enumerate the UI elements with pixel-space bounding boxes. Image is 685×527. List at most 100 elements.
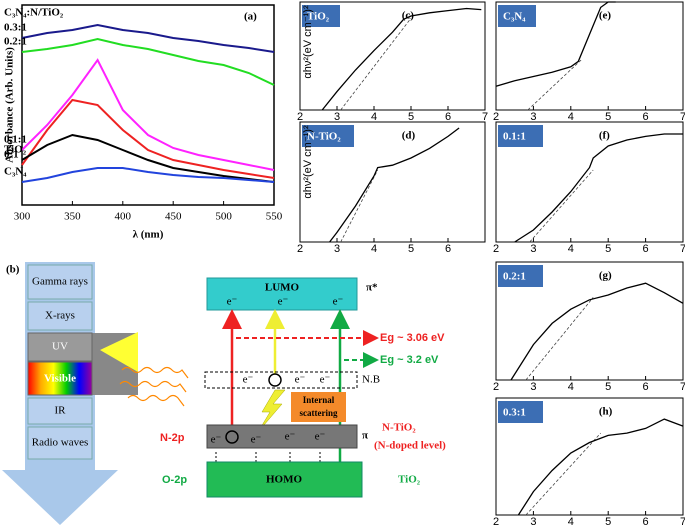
electron: e⁻	[315, 431, 326, 443]
fit-line	[340, 169, 379, 243]
x-tick-label: 6	[445, 111, 451, 123]
scattering-label: Internal scattering	[299, 395, 338, 418]
pi-label: π	[362, 430, 368, 442]
lightning	[257, 389, 286, 433]
x-tick-label: 7	[680, 243, 685, 255]
x-tick-label: 7	[482, 111, 488, 123]
electron: e⁻	[251, 434, 262, 446]
sample-title: C₃N₄	[503, 11, 526, 23]
dotted-transitions	[215, 450, 321, 462]
nb-band	[204, 371, 358, 389]
x-tick-label: 450	[165, 211, 182, 223]
o2p-label: O-2p	[162, 474, 187, 486]
gap-label: Eg ~ 3.06 eV	[380, 332, 445, 344]
sample-title: TiO₂	[307, 11, 330, 23]
fit-line	[525, 432, 601, 516]
plot-frame	[299, 1, 486, 111]
x-tick-label: 6	[643, 516, 649, 527]
band-label: UV	[52, 341, 68, 353]
x-tick-label: 5	[605, 381, 611, 393]
x-tick-label: 500	[215, 211, 232, 223]
x-tick-label: 4	[371, 111, 377, 123]
n2p-label: N-2p	[160, 432, 185, 444]
n-level-label: (N-doped level)	[374, 440, 446, 452]
homo-band	[206, 461, 363, 498]
electron: e⁻	[243, 374, 254, 386]
band-box	[27, 397, 93, 425]
series-label: 0.1:1	[4, 134, 27, 146]
band-box	[27, 301, 93, 331]
panel-label: (c)	[402, 10, 415, 22]
x-tick-label: 4	[371, 243, 377, 255]
panel-label: (e)	[599, 10, 612, 22]
legend-title: C₃N₄:N/TiO₂	[4, 7, 64, 19]
electron: e⁻	[333, 296, 344, 308]
panel-label: (g)	[599, 270, 612, 282]
panel-label: (a)	[244, 11, 257, 23]
y-axis-label: αhν²(eV cm⁻¹)²	[302, 5, 314, 79]
band-box	[27, 264, 93, 300]
fit-line	[527, 58, 583, 111]
hole	[268, 373, 282, 387]
sample-badge	[498, 401, 543, 423]
plot-frame	[495, 121, 684, 243]
x-tick-label: 6	[643, 111, 649, 123]
series-line	[21, 167, 275, 183]
sample-title: 0.3:1	[503, 407, 526, 419]
tio2-label: TiO₂	[398, 474, 421, 486]
x-tick-label: 5	[605, 243, 611, 255]
series-line	[21, 37, 275, 86]
series-line	[21, 58, 275, 171]
series-line	[21, 133, 275, 183]
x-tick-label: 3	[530, 243, 536, 255]
band-label: Visible	[44, 373, 76, 385]
tauc-line	[517, 418, 684, 516]
hole	[225, 430, 239, 444]
x-tick-label: 3	[334, 243, 340, 255]
panel-label: (d)	[402, 130, 416, 142]
x-tick-label: 6	[643, 381, 649, 393]
pi-star: π*	[366, 282, 378, 294]
x-tick-label: 6	[643, 243, 649, 255]
series-label: TiO₂	[4, 144, 27, 156]
scattering-wrap: Internal scattering	[299, 395, 338, 418]
series-label: 0.3:1	[4, 22, 27, 34]
series-label: 0.2:1	[4, 36, 27, 48]
electron: e⁻	[278, 296, 289, 308]
x-tick-label: 7	[680, 516, 685, 527]
x-tick-label: 2	[493, 381, 499, 393]
x-tick-label: 400	[115, 211, 132, 223]
x-tick-label: 7	[680, 381, 685, 393]
electron: e⁻	[295, 374, 306, 386]
x-tick-label: 6	[445, 243, 451, 255]
plot-frame	[495, 397, 684, 516]
panel-label: (f)	[599, 130, 610, 142]
x-tick-label: 5	[605, 516, 611, 527]
tauc-line	[329, 127, 460, 243]
sample-title: 0.1:1	[503, 131, 526, 143]
tauc-line	[514, 133, 683, 243]
x-tick-label: 5	[408, 243, 414, 255]
gap-label: Eg ~ 3.2 eV	[380, 354, 439, 366]
sample-badge	[498, 125, 543, 147]
sample-title: N-TiO₂	[307, 131, 341, 143]
band-box	[27, 426, 93, 460]
x-tick-label: 5	[605, 111, 611, 123]
x-axis-label: λ (nm)	[133, 229, 164, 241]
x-tick-label: 350	[64, 211, 81, 223]
sample-badge	[498, 265, 543, 287]
panel-b: (b) Gamma rays X-rays UV Visible IR Radi…	[2, 262, 446, 525]
fit-line	[340, 17, 412, 111]
plot-frame	[21, 4, 275, 206]
band-label: IR	[55, 405, 67, 417]
x-tick-label: 2	[493, 516, 499, 527]
scattering-box	[291, 392, 346, 422]
x-tick-label: 2	[493, 111, 499, 123]
plot-frame	[299, 121, 486, 243]
band-box	[27, 361, 93, 396]
x-tick-label: 4	[568, 516, 574, 527]
x-tick-label: 3	[530, 111, 536, 123]
electron: e⁻	[285, 431, 296, 443]
x-tick-label: 3	[530, 516, 536, 527]
